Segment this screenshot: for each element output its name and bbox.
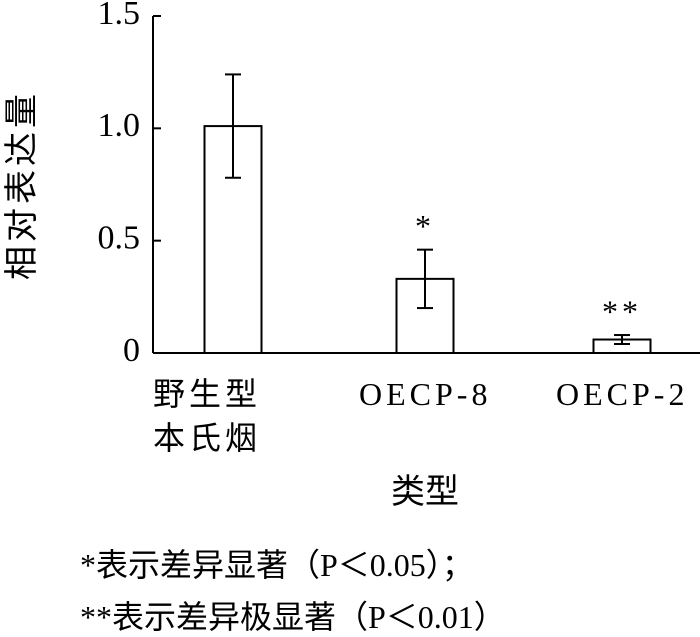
error-bar — [417, 248, 433, 310]
footnote: *表示差异显著（P＜0.05）； — [80, 547, 474, 583]
error-bar — [225, 73, 241, 179]
y-tick-label: 1.5 — [98, 0, 141, 32]
x-axis-label: 类型 — [391, 473, 459, 511]
y-axis-label: 相对表达量 — [3, 90, 41, 280]
significance-label: * — [415, 208, 435, 244]
significance-label: ** — [602, 293, 642, 329]
error-bar — [614, 334, 630, 346]
footnote: **表示差异极显著（P＜0.01） — [80, 599, 506, 635]
x-tick-label: OECP-8 — [359, 376, 492, 412]
x-tick-label: 野生型 本氏烟 — [153, 376, 262, 456]
y-tick-label: 1.0 — [98, 107, 141, 144]
y-tick-label: 0.5 — [98, 219, 141, 256]
y-tick-label: 0 — [123, 332, 140, 369]
x-tick-label: OECP-2 — [556, 376, 689, 412]
